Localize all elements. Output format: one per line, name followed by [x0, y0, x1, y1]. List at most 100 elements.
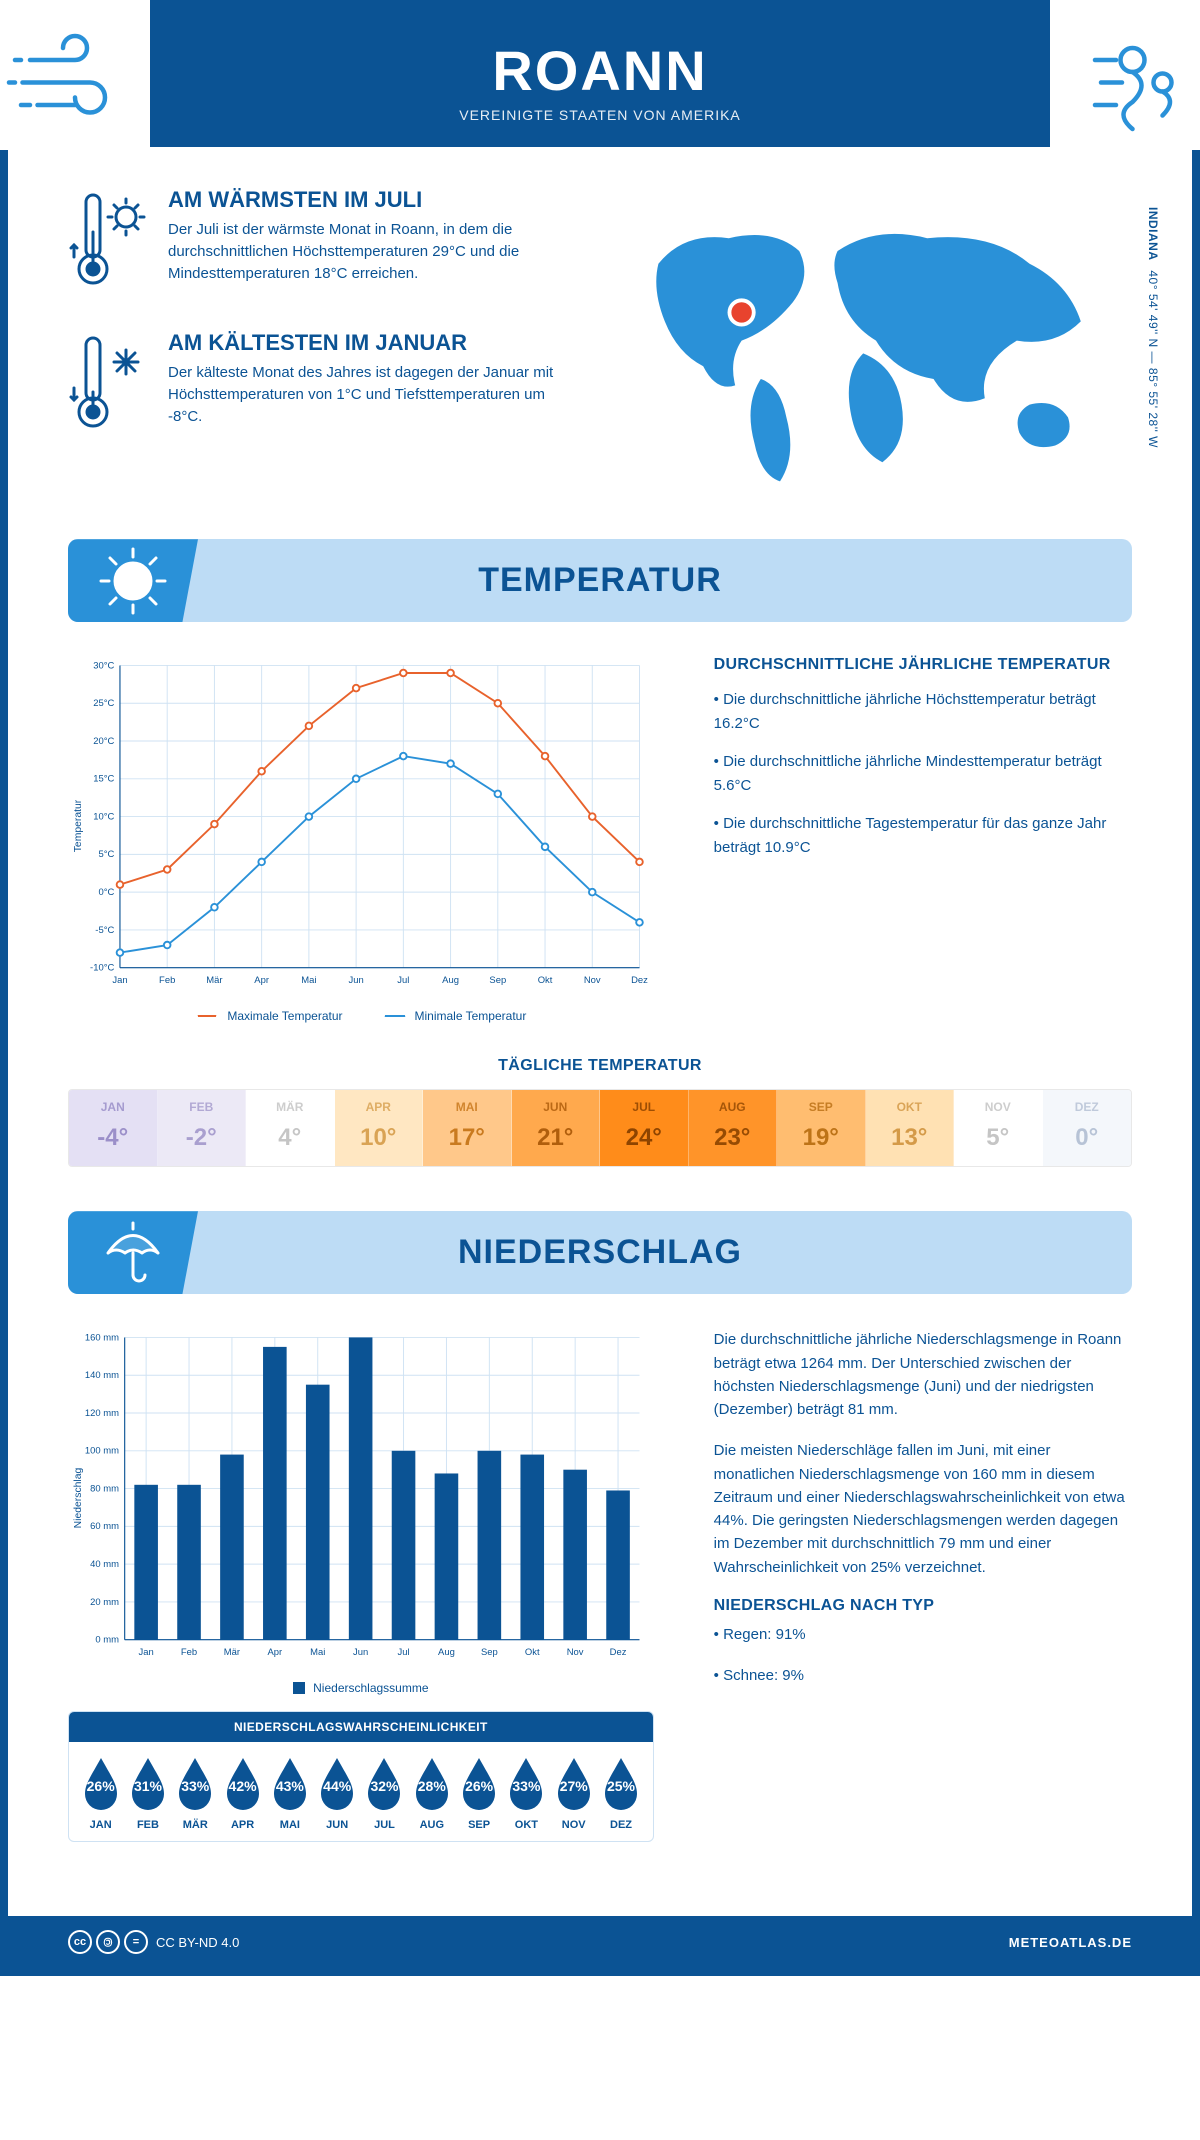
intro: AM WÄRMSTEN IM JULI Der Juli ist der wär…	[68, 187, 1132, 499]
raindrop-icon: 33%	[173, 1754, 217, 1810]
svg-text:0 mm: 0 mm	[95, 1635, 119, 1646]
svg-text:Dez: Dez	[631, 975, 648, 986]
daily-cell: APR10°	[335, 1090, 424, 1166]
precip-legend: Niederschlagssumme	[68, 1681, 654, 1695]
precipitation-banner: NIEDERSCHLAG	[68, 1211, 1132, 1294]
daily-temp-grid: JAN-4° FEB-2° MÄR4° APR10° MAI17° JUN21°…	[68, 1089, 1132, 1167]
legend-max: Maximale Temperatur	[227, 1009, 342, 1023]
svg-text:Okt: Okt	[538, 975, 553, 986]
prob-cell: 26% SEP	[455, 1754, 502, 1831]
svg-text:Dez: Dez	[610, 1647, 627, 1658]
svg-text:Jun: Jun	[353, 1647, 368, 1658]
svg-text:100 mm: 100 mm	[85, 1446, 119, 1457]
svg-text:20 mm: 20 mm	[90, 1597, 119, 1608]
coordinates: INDIANA 40° 54' 49'' N — 85° 55' 28'' W	[1146, 207, 1160, 448]
temp-bullet: • Die durchschnittliche Tagestemperatur …	[714, 812, 1132, 860]
coldest-text: Der kälteste Monat des Jahres ist dagege…	[168, 362, 580, 427]
daily-cell: DEZ0°	[1043, 1090, 1132, 1166]
coords-label: 40° 54' 49'' N — 85° 55' 28'' W	[1146, 270, 1160, 448]
prob-cell: 25% DEZ	[597, 1754, 644, 1831]
svg-text:60 mm: 60 mm	[90, 1521, 119, 1532]
prob-cell: 32% JUL	[361, 1754, 408, 1831]
warmest-block: AM WÄRMSTEN IM JULI Der Juli ist der wär…	[68, 187, 580, 302]
prob-cell: 44% JUN	[314, 1754, 361, 1831]
svg-text:Sep: Sep	[481, 1647, 498, 1658]
raindrop-icon: 28%	[410, 1754, 454, 1810]
raindrop-icon: 27%	[552, 1754, 596, 1810]
svg-text:140 mm: 140 mm	[85, 1370, 119, 1381]
cc-icon: cc🄯=	[68, 1930, 148, 1954]
sun-icon	[68, 539, 198, 622]
warmest-title: AM WÄRMSTEN IM JULI	[168, 187, 580, 213]
precip-p1: Die durchschnittliche jährliche Niedersc…	[714, 1328, 1132, 1421]
daily-cell: JUL24°	[600, 1090, 689, 1166]
warmest-text: Der Juli ist der wärmste Monat in Roann,…	[168, 219, 580, 284]
svg-text:15°C: 15°C	[93, 774, 114, 785]
prob-title: NIEDERSCHLAGSWAHRSCHEINLICHKEIT	[69, 1712, 653, 1742]
svg-text:Okt: Okt	[525, 1647, 540, 1658]
daily-cell: JUN21°	[512, 1090, 601, 1166]
raindrop-icon: 32%	[362, 1754, 406, 1810]
raindrop-icon: 42%	[221, 1754, 265, 1810]
daily-cell: SEP19°	[777, 1090, 866, 1166]
thermometer-sun-icon	[68, 187, 148, 302]
svg-text:Mär: Mär	[224, 1647, 240, 1658]
brand-label: METEOATLAS.DE	[1009, 1935, 1132, 1950]
prob-cell: 33% MÄR	[172, 1754, 219, 1831]
prob-cell: 43% MAI	[266, 1754, 313, 1831]
coldest-title: AM KÄLTESTEN IM JANUAR	[168, 330, 580, 356]
raindrop-icon: 31%	[126, 1754, 170, 1810]
temperature-heading: TEMPERATUR	[88, 561, 1112, 600]
svg-text:Feb: Feb	[181, 1647, 197, 1658]
footer: cc🄯= CC BY-ND 4.0 METEOATLAS.DE	[8, 1916, 1192, 1968]
precipitation-chart: Niederschlag0 mm20 mm40 mm60 mm80 mm100 …	[68, 1328, 654, 1695]
wind-icon	[0, 0, 150, 150]
svg-text:40 mm: 40 mm	[90, 1559, 119, 1570]
svg-text:Nov: Nov	[567, 1647, 584, 1658]
temp-bullet: • Die durchschnittliche jährliche Mindes…	[714, 750, 1132, 798]
daily-cell: FEB-2°	[158, 1090, 247, 1166]
precipitation-heading: NIEDERSCHLAG	[88, 1233, 1112, 1272]
prob-cell: 31% FEB	[124, 1754, 171, 1831]
svg-text:25°C: 25°C	[93, 698, 114, 709]
thermometer-snow-icon	[68, 330, 148, 445]
daily-cell: MÄR4°	[246, 1090, 335, 1166]
page: ROANN VEREINIGTE STAATEN VON AMERIKA	[0, 0, 1200, 1976]
svg-text:Temperatur: Temperatur	[73, 799, 84, 852]
temp-legend: Maximale Temperatur Minimale Temperatur	[68, 1009, 654, 1023]
raindrop-icon: 43%	[268, 1754, 312, 1810]
daily-cell: AUG23°	[689, 1090, 778, 1166]
svg-text:Mär: Mär	[206, 975, 222, 986]
raindrop-icon: 26%	[457, 1754, 501, 1810]
svg-text:80 mm: 80 mm	[90, 1484, 119, 1495]
prob-cell: 26% JAN	[77, 1754, 124, 1831]
region-label: INDIANA	[1146, 207, 1160, 261]
prob-cell: 28% AUG	[408, 1754, 455, 1831]
page-subtitle: VEREINIGTE STAATEN VON AMERIKA	[28, 107, 1172, 123]
svg-text:-10°C: -10°C	[90, 963, 114, 974]
svg-text:Aug: Aug	[442, 975, 459, 986]
prob-cell: 42% APR	[219, 1754, 266, 1831]
temp-side-title: DURCHSCHNITTLICHE JÄHRLICHE TEMPERATUR	[714, 656, 1132, 674]
precip-side-text: Die durchschnittliche jährliche Niedersc…	[714, 1328, 1132, 1842]
svg-text:-5°C: -5°C	[95, 925, 114, 936]
precip-type-bullet: • Regen: 91%	[714, 1623, 1132, 1646]
daily-cell: JAN-4°	[69, 1090, 158, 1166]
world-map: INDIANA 40° 54' 49'' N — 85° 55' 28'' W	[620, 187, 1132, 499]
svg-text:5°C: 5°C	[98, 849, 114, 860]
daily-temp-title: TÄGLICHE TEMPERATUR	[68, 1057, 1132, 1075]
svg-text:Aug: Aug	[438, 1647, 455, 1658]
temp-side-text: DURCHSCHNITTLICHE JÄHRLICHE TEMPERATUR •…	[714, 656, 1132, 1023]
svg-text:160 mm: 160 mm	[85, 1333, 119, 1344]
svg-text:Mai: Mai	[310, 1647, 325, 1658]
legend-min: Minimale Temperatur	[415, 1009, 527, 1023]
daily-cell: MAI17°	[423, 1090, 512, 1166]
svg-text:Jul: Jul	[397, 975, 409, 986]
svg-text:30°C: 30°C	[93, 660, 114, 671]
temp-bullet: • Die durchschnittliche jährliche Höchst…	[714, 688, 1132, 736]
svg-text:0°C: 0°C	[98, 887, 114, 898]
precip-probability-box: NIEDERSCHLAGSWAHRSCHEINLICHKEIT 26% JAN …	[68, 1711, 654, 1842]
prob-cell: 33% OKT	[503, 1754, 550, 1831]
umbrella-icon	[68, 1211, 198, 1294]
daily-cell: NOV5°	[954, 1090, 1043, 1166]
